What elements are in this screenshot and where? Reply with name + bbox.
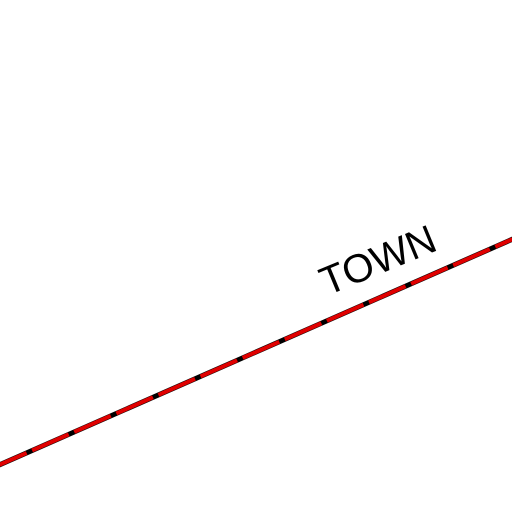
boundary-label: TOWN: [314, 217, 443, 304]
boundary-dash: [0, 237, 512, 467]
town-boundary-line: [0, 236, 512, 468]
